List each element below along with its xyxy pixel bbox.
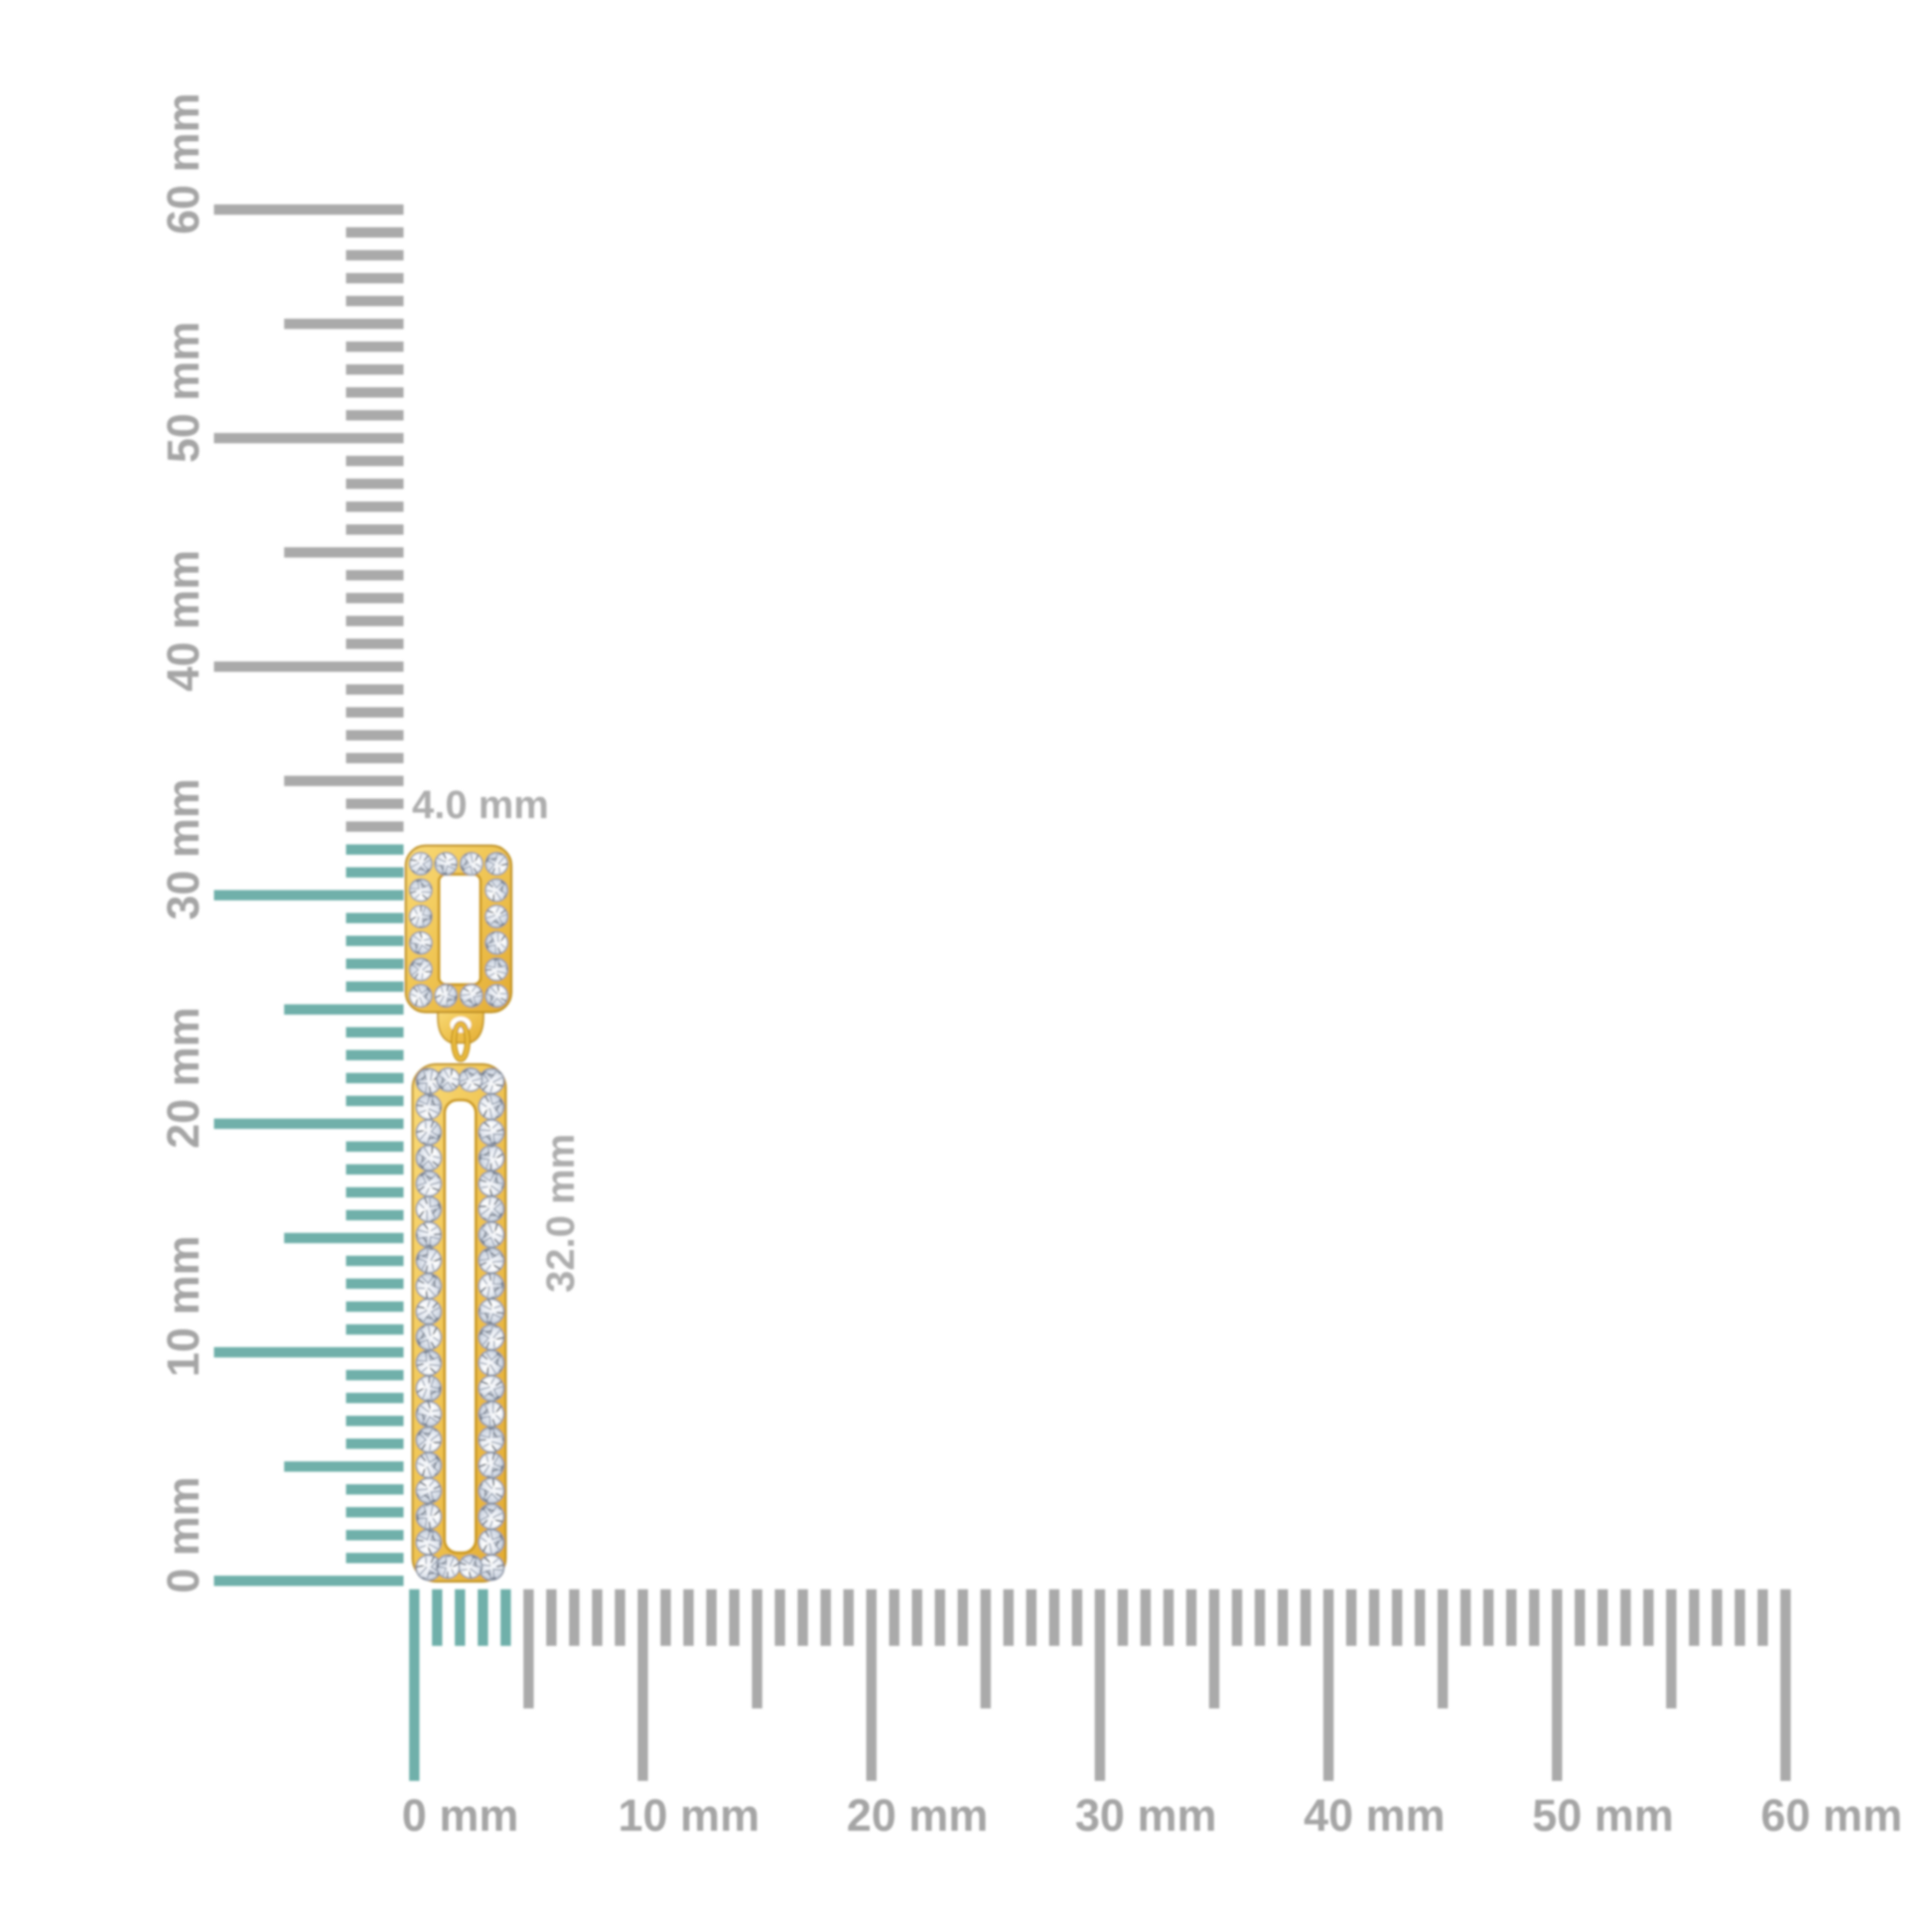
svg-text:4.0 mm: 4.0 mm <box>412 783 549 827</box>
svg-text:50 mm: 50 mm <box>158 322 208 464</box>
svg-text:30 mm: 30 mm <box>158 778 208 920</box>
svg-text:0 mm: 0 mm <box>402 1790 519 1841</box>
svg-text:50 mm: 50 mm <box>1532 1790 1674 1841</box>
svg-text:20 mm: 20 mm <box>158 1007 208 1149</box>
svg-text:60 mm: 60 mm <box>158 93 208 235</box>
svg-text:32.0 mm: 32.0 mm <box>539 1134 583 1293</box>
svg-text:30 mm: 30 mm <box>1075 1790 1217 1841</box>
svg-text:40 mm: 40 mm <box>1304 1790 1446 1841</box>
svg-text:0 mm: 0 mm <box>158 1476 208 1593</box>
svg-text:20 mm: 20 mm <box>847 1790 989 1841</box>
svg-text:60 mm: 60 mm <box>1761 1790 1903 1841</box>
svg-text:40 mm: 40 mm <box>158 550 208 692</box>
svg-text:10 mm: 10 mm <box>619 1790 760 1841</box>
svg-text:10 mm: 10 mm <box>158 1236 208 1378</box>
